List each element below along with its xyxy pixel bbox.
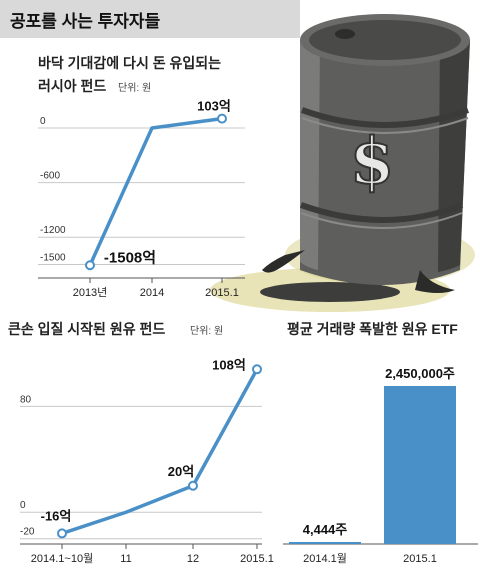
chart2-point (188, 480, 198, 491)
chart1-xtick-label: 2015.1 (205, 287, 239, 299)
chart1-ytick-label: 0 (40, 116, 46, 127)
chart3-data-label: 2,450,000주 (385, 366, 455, 381)
chart1-point (217, 113, 227, 124)
chart3-bar (384, 386, 456, 544)
chart2-data-label: -16억 (41, 508, 72, 523)
chart1-ytick-label: -1200 (40, 225, 66, 236)
page-title: 공포를 사는 투자자들 (10, 12, 161, 31)
chart1-series-line (88, 116, 223, 266)
chart1-xtick-label: 2013년 (73, 286, 108, 299)
chart2-ytick-label: 80 (20, 394, 32, 405)
chart1-title: 바닥 기대감에 다시 돈 유입되는 (38, 55, 221, 71)
chart2-ytick-label: 0 (20, 500, 26, 511)
chart2-data-label: 20억 (168, 464, 194, 479)
chart2-xtick-label: 2015.1 (240, 553, 274, 565)
chart3-xtick-label: 2015.1 (403, 553, 437, 565)
chart2-title: 큰손 입질 시작된 원유 펀드 (8, 321, 165, 337)
chart1-ytick-label: -1500 (40, 253, 66, 264)
svg-text:$: $ (350, 124, 395, 199)
chart3-title: 평균 거래량 폭발한 원유 ETF (287, 321, 458, 337)
oil-drum-dollar-icon: $ (210, 14, 475, 312)
chart2-ytick-label: -20 (20, 527, 35, 538)
chart3-bar (289, 542, 361, 544)
chart1-ytick-label: -600 (40, 171, 60, 182)
chart2-point (57, 528, 67, 539)
chart-oil-etf: 평균 거래량 폭발한 원유 ETF 4,444주 2014.1월 2,450,000… (283, 321, 478, 565)
chart1-subtitle: 러시아 펀드 (38, 78, 106, 94)
chart1-xtick-label: 2014 (140, 287, 164, 299)
chart1-point (85, 260, 95, 271)
chart3-data-label: 4,444주 (303, 522, 348, 537)
chart2-xtick-label: 11 (120, 553, 131, 565)
chart-oil-fund: 큰손 입질 시작된 원유 펀드 단위: 원 80 0 -20 2014.1~10월 1… (8, 321, 274, 565)
chart1-unit: 단위: 원 (118, 81, 151, 94)
chart1-data-label: 103억 (197, 99, 231, 114)
chart2-unit: 단위: 원 (190, 324, 223, 337)
chart-russia-fund: 바닥 기대감에 다시 돈 유입되는 러시아 펀드 단위: 원 0 -600 -120… (38, 55, 245, 299)
chart2-xtick-label: 2014.1~10월 (31, 552, 93, 565)
header-band (0, 0, 300, 38)
chart2-data-label: 108억 (212, 357, 246, 372)
chart2-point (252, 364, 262, 375)
chart1-data-label: -1508억 (104, 248, 156, 266)
chart3-xtick-label: 2014.1월 (303, 552, 347, 565)
chart2-series-line (61, 368, 259, 536)
chart2-xtick-label: 12 (187, 553, 199, 565)
